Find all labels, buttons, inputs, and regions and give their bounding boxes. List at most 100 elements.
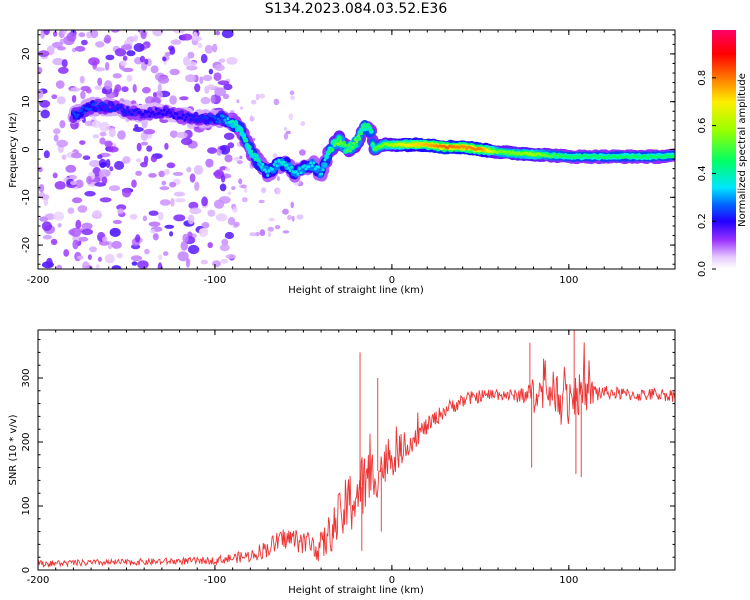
spectrogram-ridge-core [158, 111, 161, 115]
spectrogram-ridge-core [368, 125, 371, 128]
spectrogram-ridge-core [253, 158, 257, 161]
spectrogram-noise-blob [57, 223, 62, 228]
spectrogram-noise-blob [70, 180, 77, 186]
spectrogram-ridge-core [355, 140, 359, 144]
y-tick-label: 10 [21, 95, 32, 108]
spectrogram-noise-blob [133, 43, 145, 52]
spectrogram-noise-blob [92, 134, 100, 139]
spectrogram-noise-blob [111, 240, 122, 249]
spectrogram-noise-blob [52, 172, 58, 179]
x-tick-label: 0 [389, 575, 395, 586]
spectrogram-noise-blob [108, 127, 116, 138]
spectrogram-ridge-core [207, 113, 211, 117]
spectrogram-noise-blob [104, 170, 111, 177]
spectrogram-ridge-core [275, 164, 279, 168]
spectrogram-ridge-core [180, 116, 184, 120]
spectrogram-noise-blob [185, 74, 197, 83]
spectrogram-ridge-core [164, 113, 168, 116]
spectrogram-noise-blob [104, 80, 113, 90]
spectrogram-ridge-core [350, 146, 354, 149]
spectrogram-noise-blob [234, 221, 240, 227]
spectrogram-noise-blob [290, 95, 295, 101]
spectrogram-ridge-core [142, 112, 145, 116]
spectrogram-ridge-core [127, 110, 131, 114]
spectrogram-noise-blob [219, 144, 231, 155]
spectrogram-noise-blob [213, 72, 222, 81]
spectrogram-noise-blob [180, 241, 189, 251]
spectrogram-noise-blob [186, 65, 198, 71]
spectrogram-noise-blob [56, 139, 69, 148]
spectrogram-noise-blob [240, 106, 243, 110]
spectrogram-noise-blob [169, 231, 174, 237]
spectrogram-noise-blob [259, 229, 266, 237]
colorbar-tick-label: 0.0 [697, 261, 708, 277]
spectrogram-noise-blob [100, 162, 107, 168]
spectrogram-noise-blob [287, 214, 292, 221]
spectrogram-ridge-core [255, 154, 258, 158]
spectrogram-ridge-core [266, 174, 270, 177]
spectrogram-noise-blob [78, 236, 89, 242]
spectrogram-noise-blob [111, 30, 120, 33]
spectrogram-noise-blob [158, 254, 163, 261]
spectrogram-noise-blob [224, 154, 233, 163]
spectrogram-noise-blob [117, 130, 126, 140]
spectrogram-noise-blob [163, 169, 170, 175]
spectrogram-ridge-core [339, 140, 343, 143]
spectrogram-noise-blob [227, 217, 236, 226]
spectrogram-ridge-core [274, 160, 277, 164]
spectrogram-noise-blob [101, 236, 108, 243]
spectrogram-noise-blob [121, 86, 129, 93]
x-tick-label: -100 [204, 575, 227, 586]
spectrogram-noise-blob [71, 152, 83, 159]
spectrogram-noise-blob [55, 80, 65, 89]
spectrogram-noise-blob [81, 222, 93, 230]
spectrogram-noise-blob [106, 146, 114, 152]
colorbar-ticks: 0.0 0.2 0.4 0.6 0.8 [697, 70, 716, 277]
spectrogram-noise-blob [169, 46, 176, 55]
spectrogram-ridge-core [310, 164, 314, 168]
spectrogram-ridge-core [130, 113, 134, 117]
colorbar-gradient [712, 30, 736, 269]
spectrogram-noise-blob [220, 258, 229, 264]
snr-y-axis-label: SNR (10 * v/v) [8, 414, 19, 485]
spectrogram-ridge-core [172, 116, 176, 120]
spectrogram-ridge-core [110, 109, 113, 113]
spectrogram-noise-blob [186, 166, 192, 173]
spectrogram-ridge-core [361, 125, 365, 129]
spectrogram-noise-blob [189, 173, 196, 183]
spectrogram-noise-blob [164, 51, 172, 57]
spectrogram-ridge-core [347, 143, 351, 147]
spectrogram-noise-blob [81, 228, 93, 236]
spectrogram-noise-blob [112, 73, 122, 79]
spectrogram-noise-blob [192, 31, 198, 41]
spectrogram-noise-blob [194, 181, 200, 191]
spectrogram-noise-blob [236, 99, 240, 104]
colorbar-tick-label: 0.2 [697, 213, 708, 229]
spectrogram-ridge-core [323, 158, 327, 162]
spectrogram-ridge-core [126, 106, 129, 110]
spectrogram-noise-blob [176, 131, 188, 139]
spectrogram-noise-blob [101, 176, 108, 185]
spectrogram-y-axis-label: Frequency (Hz) [8, 112, 19, 188]
spectrogram-noise-blob [131, 261, 138, 266]
spectrogram-noise-blob [61, 59, 68, 68]
spectrogram-noise-blob [99, 197, 112, 203]
spectrogram-noise-blob [122, 188, 132, 198]
spectrogram-noise-blob [172, 171, 184, 176]
spectrogram-noise-blob [140, 141, 149, 146]
spectrogram-noise-blob [158, 170, 166, 178]
spectrogram-noise-blob [94, 85, 103, 91]
spectrogram-noise-blob [273, 98, 280, 106]
snr-frame [37, 329, 676, 571]
spectrogram-noise-blob [43, 150, 50, 159]
spectrogram-ridge-core [261, 162, 265, 166]
y-tick-label: 20 [21, 48, 32, 61]
spectrogram-ridge-core [242, 136, 246, 140]
spectrogram-ridge-core [358, 137, 362, 141]
spectrogram-noise-blob [222, 93, 230, 100]
spectrogram-ridge-core [240, 128, 244, 132]
spectrogram-noise-blob [159, 186, 170, 191]
spectrogram-ridge-core [113, 109, 117, 113]
spectrogram-noise-blob [148, 210, 159, 216]
